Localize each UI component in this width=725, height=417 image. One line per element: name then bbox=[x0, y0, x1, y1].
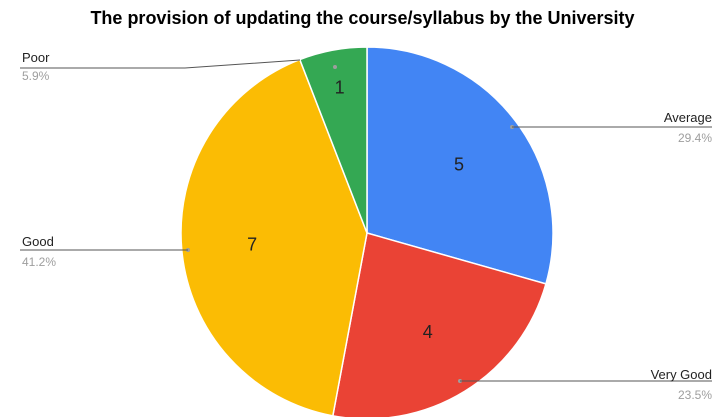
slice-name-label: Poor bbox=[22, 50, 50, 65]
slice-name-label: Average bbox=[664, 110, 712, 125]
leader-line bbox=[20, 59, 301, 69]
pie-slice-very-good bbox=[331, 232, 547, 417]
slice-name-label: Very Good bbox=[651, 367, 712, 382]
slice-value-label: 4 bbox=[423, 322, 433, 342]
slice-value-label: 1 bbox=[335, 78, 345, 98]
leader-dot bbox=[333, 65, 337, 69]
slice-percent-label: 41.2% bbox=[22, 255, 56, 269]
slice-percent-label: 29.4% bbox=[678, 131, 712, 145]
slice-name-label: Good bbox=[22, 234, 54, 249]
slice-percent-label: 5.9% bbox=[22, 69, 50, 83]
pie-slice-average bbox=[366, 46, 554, 285]
chart-title: The provision of updating the course/syl… bbox=[90, 8, 635, 28]
slice-percent-label: 23.5% bbox=[678, 388, 712, 402]
slice-value-label: 7 bbox=[247, 235, 257, 255]
slice-value-label: 5 bbox=[454, 155, 464, 175]
